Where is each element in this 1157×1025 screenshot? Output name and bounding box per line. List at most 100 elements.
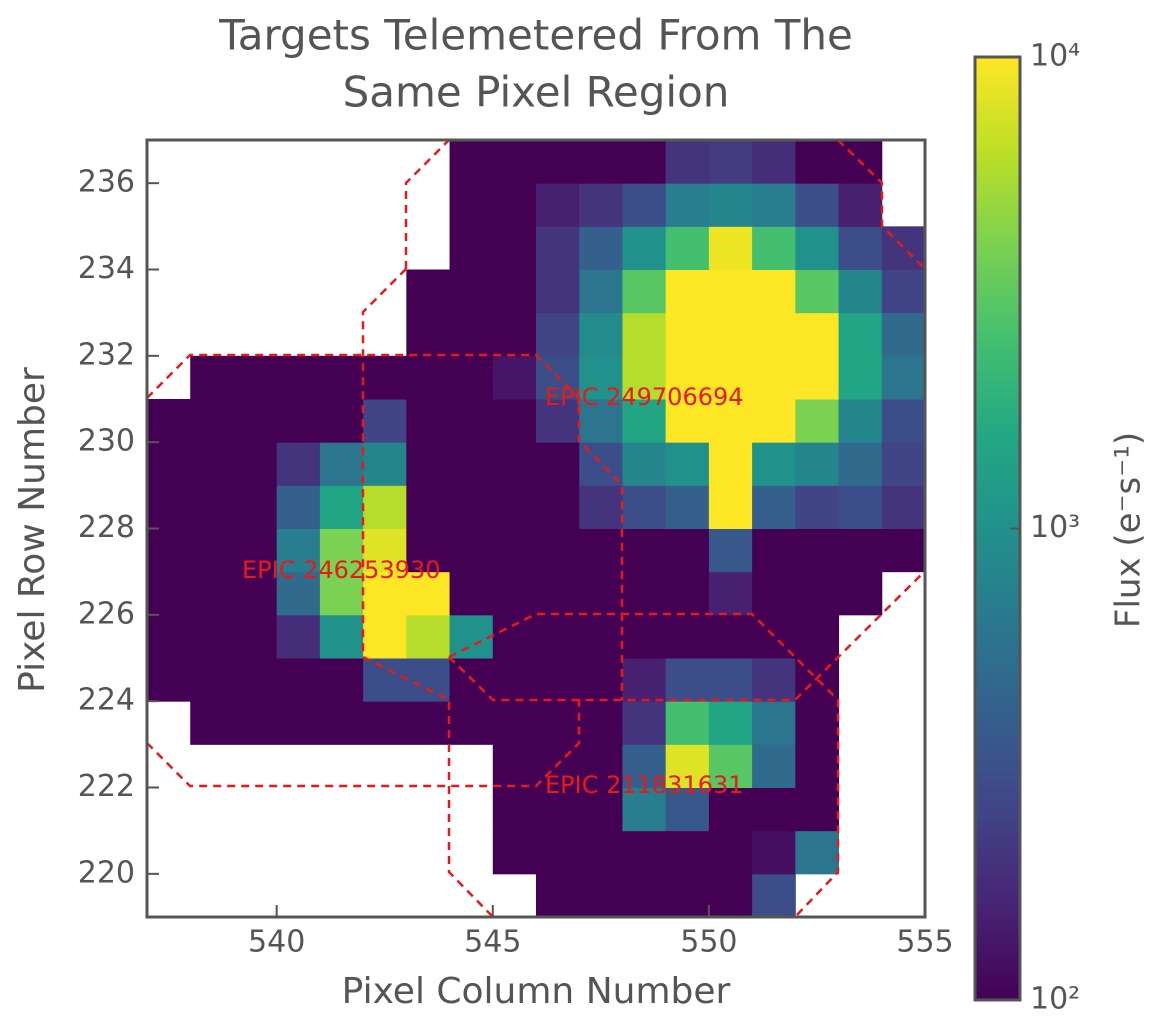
pixel-cell (882, 529, 926, 573)
x-tick-label: 545 (464, 925, 521, 960)
pixel-cell (320, 356, 364, 400)
pixel-cell (882, 270, 926, 314)
pixel-cell (752, 874, 796, 918)
pixel-cell (536, 313, 580, 357)
pixel-cell (536, 140, 580, 184)
chart: Targets Telemetered From The Same Pixel … (0, 0, 1157, 1021)
pixel-cell (450, 529, 494, 573)
pixel-cell (795, 226, 839, 270)
pixel-cell (190, 529, 234, 573)
pixel-cell (320, 485, 364, 529)
pixel-cell (795, 485, 839, 529)
pixel-cell (450, 485, 494, 529)
pixel-cell (147, 529, 191, 573)
pixel-cell (277, 658, 321, 702)
pixel-cell (622, 572, 666, 616)
pixel-cell (493, 226, 537, 270)
pixel-cell (536, 485, 580, 529)
pixel-cell (147, 442, 191, 486)
pixel-cell (709, 615, 753, 659)
pixel-cell (233, 399, 277, 443)
pixel-cell (579, 874, 623, 918)
y-tick-label: 230 (78, 424, 135, 459)
pixel-cell (666, 442, 710, 486)
pixel-cell (839, 226, 883, 270)
pixel-cell (839, 442, 883, 486)
pixel-cell (839, 183, 883, 227)
pixel-cell (666, 701, 710, 745)
pixel-cell (493, 658, 537, 702)
pixel-cell (666, 831, 710, 875)
pixel-cell (363, 356, 407, 400)
pixel-cell (709, 701, 753, 745)
pixel-cell (752, 485, 796, 529)
pixel-cell (363, 399, 407, 443)
pixel-cell (882, 485, 926, 529)
pixel-cell (493, 615, 537, 659)
pixel-cell (752, 529, 796, 573)
pixel-cell (579, 701, 623, 745)
pixel-cell (493, 701, 537, 745)
colorbar-tick-label: 10³ (1030, 510, 1080, 545)
pixel-cell (233, 615, 277, 659)
pixel-cell (795, 788, 839, 832)
y-tick-label: 236 (78, 165, 135, 200)
pixel-cell (795, 183, 839, 227)
pixel-cell (493, 399, 537, 443)
colorbar-label: Flux (e⁻s⁻¹) (1109, 432, 1149, 628)
y-tick-label: 222 (78, 769, 135, 804)
pixel-cell (752, 226, 796, 270)
pixel-cell (622, 658, 666, 702)
pixel-cell (622, 140, 666, 184)
pixel-cell (450, 313, 494, 357)
pixel-cell (752, 356, 796, 400)
pixel-cell (277, 485, 321, 529)
pixel-cell (795, 270, 839, 314)
pixel-cell (579, 485, 623, 529)
pixel-cell (450, 442, 494, 486)
annotation: EPIC 211831631 (545, 771, 744, 799)
pixel-cell (536, 572, 580, 616)
pixel-cell (709, 831, 753, 875)
pixel-cell (190, 442, 234, 486)
y-tick-label: 220 (78, 855, 135, 890)
pixel-cell (233, 485, 277, 529)
pixel-cell (450, 140, 494, 184)
colorbar-tick-label: 10⁴ (1030, 39, 1080, 74)
pixel-cell (622, 529, 666, 573)
pixel-cell (493, 788, 537, 832)
pixel-cell (666, 226, 710, 270)
pixel-cell (752, 442, 796, 486)
pixel-cell (147, 399, 191, 443)
pixel-cell (795, 831, 839, 875)
pixel-cell (190, 658, 234, 702)
pixel-cell (666, 270, 710, 314)
pixel-cell (277, 399, 321, 443)
pixel-cell (666, 140, 710, 184)
pixel-cell (190, 701, 234, 745)
pixel-cell (839, 572, 883, 616)
pixel-cell (579, 140, 623, 184)
pixel-cell (450, 572, 494, 616)
pixel-cell (882, 442, 926, 486)
pixel-cell (839, 270, 883, 314)
pixel-cell (277, 442, 321, 486)
pixel-cell (666, 615, 710, 659)
pixel-cell (406, 442, 450, 486)
pixel-cell (709, 140, 753, 184)
pixel-cell (666, 485, 710, 529)
pixel-cell (752, 788, 796, 832)
aperture-outline (406, 140, 449, 269)
pixel-cell (406, 485, 450, 529)
pixel-cell (579, 831, 623, 875)
pixel-cell (147, 485, 191, 529)
pixel-cell (277, 356, 321, 400)
pixel-cell (752, 831, 796, 875)
x-tick-label: 555 (896, 925, 953, 960)
pixel-cell (579, 226, 623, 270)
pixel-cell (450, 399, 494, 443)
pixel-cell (450, 701, 494, 745)
pixel-cell (536, 874, 580, 918)
pixel-cell (752, 183, 796, 227)
pixel-cell (752, 313, 796, 357)
